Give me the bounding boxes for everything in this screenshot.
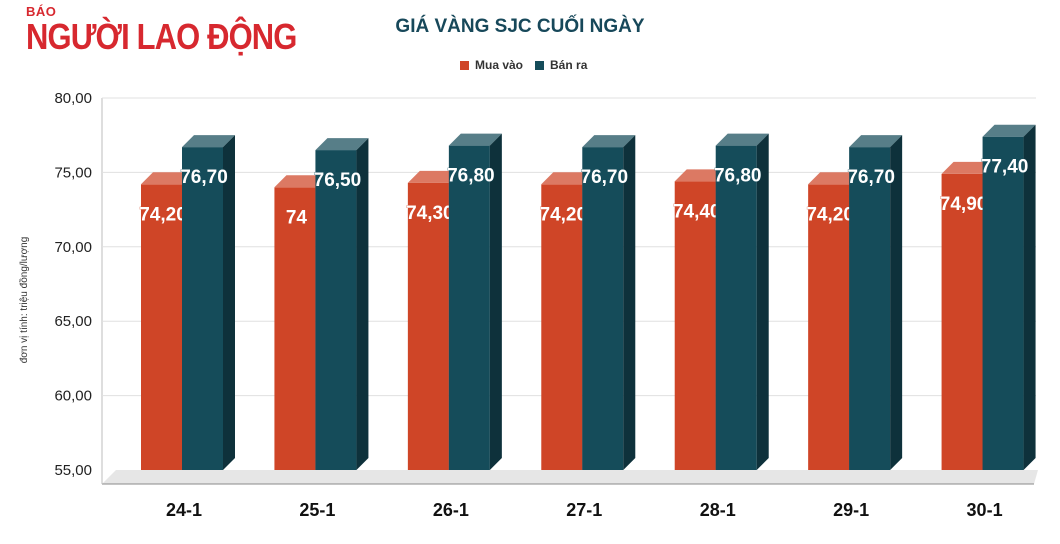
bar-buy-27-1-top <box>541 172 595 185</box>
legend-item-buy: Mua vào <box>460 58 523 72</box>
x-tick-label: 25-1 <box>299 500 335 520</box>
bar-buy-26-1-label: 74,30 <box>406 203 454 224</box>
bar-buy-25-1-top <box>274 175 328 188</box>
bar-sell-29-1: 76,70 <box>847 135 903 470</box>
bar-sell-25-1-front <box>315 150 357 470</box>
bar-sell-26-1-side <box>489 133 502 470</box>
bar-sell-29-1-top <box>849 135 903 148</box>
bar-sell-24-1-label: 76,70 <box>180 167 228 188</box>
bar-buy-25-1-label: 74 <box>286 207 308 228</box>
bar-sell-28-1-side <box>756 133 769 470</box>
y-tick-label: 65,00 <box>54 313 92 330</box>
legend-swatch-buy <box>460 60 469 70</box>
bar-buy-30-1-label: 74,90 <box>940 194 988 215</box>
legend-item-sell: Bán ra <box>535 58 587 72</box>
x-tick-label: 26-1 <box>433 500 469 520</box>
y-tick-label: 75,00 <box>54 164 92 181</box>
y-tick-label: 70,00 <box>54 239 92 256</box>
bar-sell-28-1: 76,80 <box>714 133 769 470</box>
x-tick-label: 24-1 <box>166 500 202 520</box>
bar-sell-26-1-top <box>448 133 502 146</box>
bar-buy-24-1-front <box>141 184 182 470</box>
bar-sell-25-1-label: 76,50 <box>314 170 362 191</box>
bar-sell-28-1-front <box>715 145 757 470</box>
bar-sell-27-1-side <box>623 135 636 470</box>
x-tick-label: 30-1 <box>967 500 1003 520</box>
bar-sell-28-1-label: 76,80 <box>714 166 762 187</box>
bar-buy-25-1-front <box>274 187 316 470</box>
bar-sell-24-1: 76,70 <box>180 135 235 470</box>
bar-buy-29-1-label: 74,20 <box>806 204 854 225</box>
bar-sell-26-1-front <box>448 145 490 470</box>
bar-sell-24-1-top <box>182 135 235 148</box>
bar-sell-29-1-label: 76,70 <box>847 167 895 188</box>
y-tick-label: 60,00 <box>54 388 92 405</box>
chart-title: GIÁ VÀNG SJC CUỐI NGÀY <box>395 16 645 37</box>
bar-buy-28-1-front <box>674 181 716 470</box>
bar-sell-30-1-front <box>982 136 1024 471</box>
bar-sell-27-1-label: 76,70 <box>581 167 629 188</box>
bar-sell-30-1: 77,40 <box>980 124 1036 471</box>
bar-sell-24-1-front <box>182 147 223 470</box>
bar-sell-24-1-side <box>223 135 235 470</box>
bar-sell-25-1-top <box>315 138 369 151</box>
bar-buy-28-1-top <box>674 169 728 182</box>
chart-floor <box>102 470 1038 484</box>
brand-logo: BÁO NGƯỜI LAO ĐỘNG <box>26 4 297 60</box>
legend-label-sell: Bán ra <box>550 58 588 72</box>
bar-buy-24-1-label: 74,20 <box>139 204 187 225</box>
bar-buy-29-1-front <box>808 184 850 470</box>
bar-sell-27-1: 76,70 <box>580 135 636 470</box>
bar-sell-29-1-side <box>890 135 903 470</box>
x-tick-label: 28-1 <box>700 500 736 520</box>
y-tick-label: 80,00 <box>54 90 92 107</box>
bar-buy-30-1-top <box>941 161 995 174</box>
bar-sell-30-1-label: 77,40 <box>981 157 1029 178</box>
bar-sell-29-1-front <box>849 147 891 470</box>
bar-buy-29-1-top <box>808 172 862 185</box>
bar-sell-30-1-side <box>1023 124 1036 471</box>
bar-buy-28-1-label: 74,40 <box>673 201 721 222</box>
legend-label-buy: Mua vào <box>475 58 524 72</box>
x-tick-label: 29-1 <box>833 500 869 520</box>
y-axis-title: đơn vị tính: triệu đồng/lượng <box>18 237 30 364</box>
x-tick-label: 27-1 <box>566 500 602 520</box>
bar-buy-26-1-front <box>407 182 449 471</box>
brand-logo-small: BÁO <box>26 4 57 19</box>
bar-sell-25-1: 76,50 <box>313 138 369 470</box>
bar-sell-27-1-front <box>582 147 624 470</box>
bar-sell-26-1-label: 76,80 <box>447 166 495 187</box>
bar-buy-24-1-top <box>141 172 194 185</box>
bar-buy-27-1-front <box>541 184 583 470</box>
bar-sell-27-1-top <box>582 135 636 148</box>
y-tick-label: 55,00 <box>54 462 92 479</box>
bar-sell-25-1-side <box>356 138 369 470</box>
bar-buy-26-1-top <box>407 170 461 183</box>
chart-legend: Mua vào Bán ra <box>460 56 599 74</box>
bar-buy-30-1-front <box>941 173 983 470</box>
bar-buy-27-1-label: 74,20 <box>540 204 588 225</box>
bar-sell-26-1: 76,80 <box>447 133 502 470</box>
bar-sell-28-1-top <box>715 133 769 146</box>
brand-logo-main: NGƯỜI LAO ĐỘNG <box>26 16 297 57</box>
bar-sell-30-1-top <box>982 124 1036 137</box>
legend-swatch-sell <box>535 60 545 70</box>
